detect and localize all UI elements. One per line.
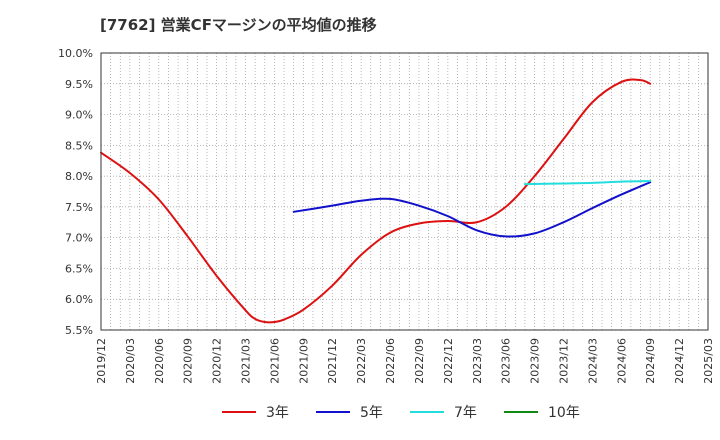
series-line-1 <box>100 78 652 324</box>
legend-label: 3年 <box>266 405 289 421</box>
x-tick-label: 2020/12 <box>211 338 224 384</box>
y-tick-label: 5.5% <box>65 324 93 337</box>
legend-label: 10年 <box>548 405 580 421</box>
x-tick-label: 2023/03 <box>471 338 484 384</box>
x-tick-label: 2019/12 <box>95 338 108 384</box>
y-tick-label: 9.0% <box>65 109 93 122</box>
legend-item: 10年 <box>504 402 580 422</box>
chart-title: [7762] 営業CFマージンの平均値の推移 <box>100 16 377 34</box>
x-tick-label: 2023/06 <box>500 338 513 384</box>
legend-item: 7年 <box>410 402 477 422</box>
x-tick-label: 2020/06 <box>153 338 166 384</box>
x-tick-label: 2024/12 <box>673 338 686 384</box>
y-tick-label: 8.0% <box>65 170 93 183</box>
series-line-3 <box>523 180 652 186</box>
legend-item: 5年 <box>316 402 383 422</box>
y-tick-label: 6.5% <box>65 262 93 275</box>
legend-label: 5年 <box>360 405 383 421</box>
chart-legend: 3年 5年 7年 10年 <box>0 402 720 426</box>
y-tick-label: 10.0% <box>58 47 93 60</box>
x-tick-label: 2021/12 <box>326 338 339 384</box>
y-tick-label: 6.0% <box>65 293 93 306</box>
x-tick-label: 2023/09 <box>529 338 542 384</box>
x-tick-label: 2023/12 <box>557 338 570 384</box>
x-tick-label: 2022/09 <box>413 338 426 384</box>
x-tick-label: 2024/06 <box>615 338 628 384</box>
x-tick-label: 2021/03 <box>240 338 253 384</box>
legend-swatch <box>316 411 350 413</box>
x-tick-label: 2024/09 <box>644 338 657 384</box>
x-tick-label: 2020/09 <box>182 338 195 384</box>
x-tick-label: 2022/06 <box>384 338 397 384</box>
y-tick-label: 8.5% <box>65 139 93 152</box>
legend-swatch <box>504 411 538 413</box>
x-tick-label: 2025/03 <box>702 338 715 384</box>
y-tick-label: 7.5% <box>65 201 93 214</box>
plot-area <box>101 53 708 330</box>
legend-label: 7年 <box>454 405 477 421</box>
legend-swatch <box>222 411 256 413</box>
plot-border <box>100 52 709 331</box>
x-tick-label: 2024/03 <box>586 338 599 384</box>
x-tick-label: 2022/03 <box>355 338 368 384</box>
x-tick-label: 2021/06 <box>268 338 281 384</box>
x-tick-label: 2020/03 <box>124 338 137 384</box>
x-tick-label: 2022/12 <box>442 338 455 384</box>
y-tick-label: 7.0% <box>65 232 93 245</box>
series-line-2 <box>292 181 652 238</box>
y-tick-label: 9.5% <box>65 78 93 91</box>
x-tick-label: 2021/09 <box>297 338 310 384</box>
legend-item: 3年 <box>222 402 289 422</box>
legend-swatch <box>410 411 444 413</box>
